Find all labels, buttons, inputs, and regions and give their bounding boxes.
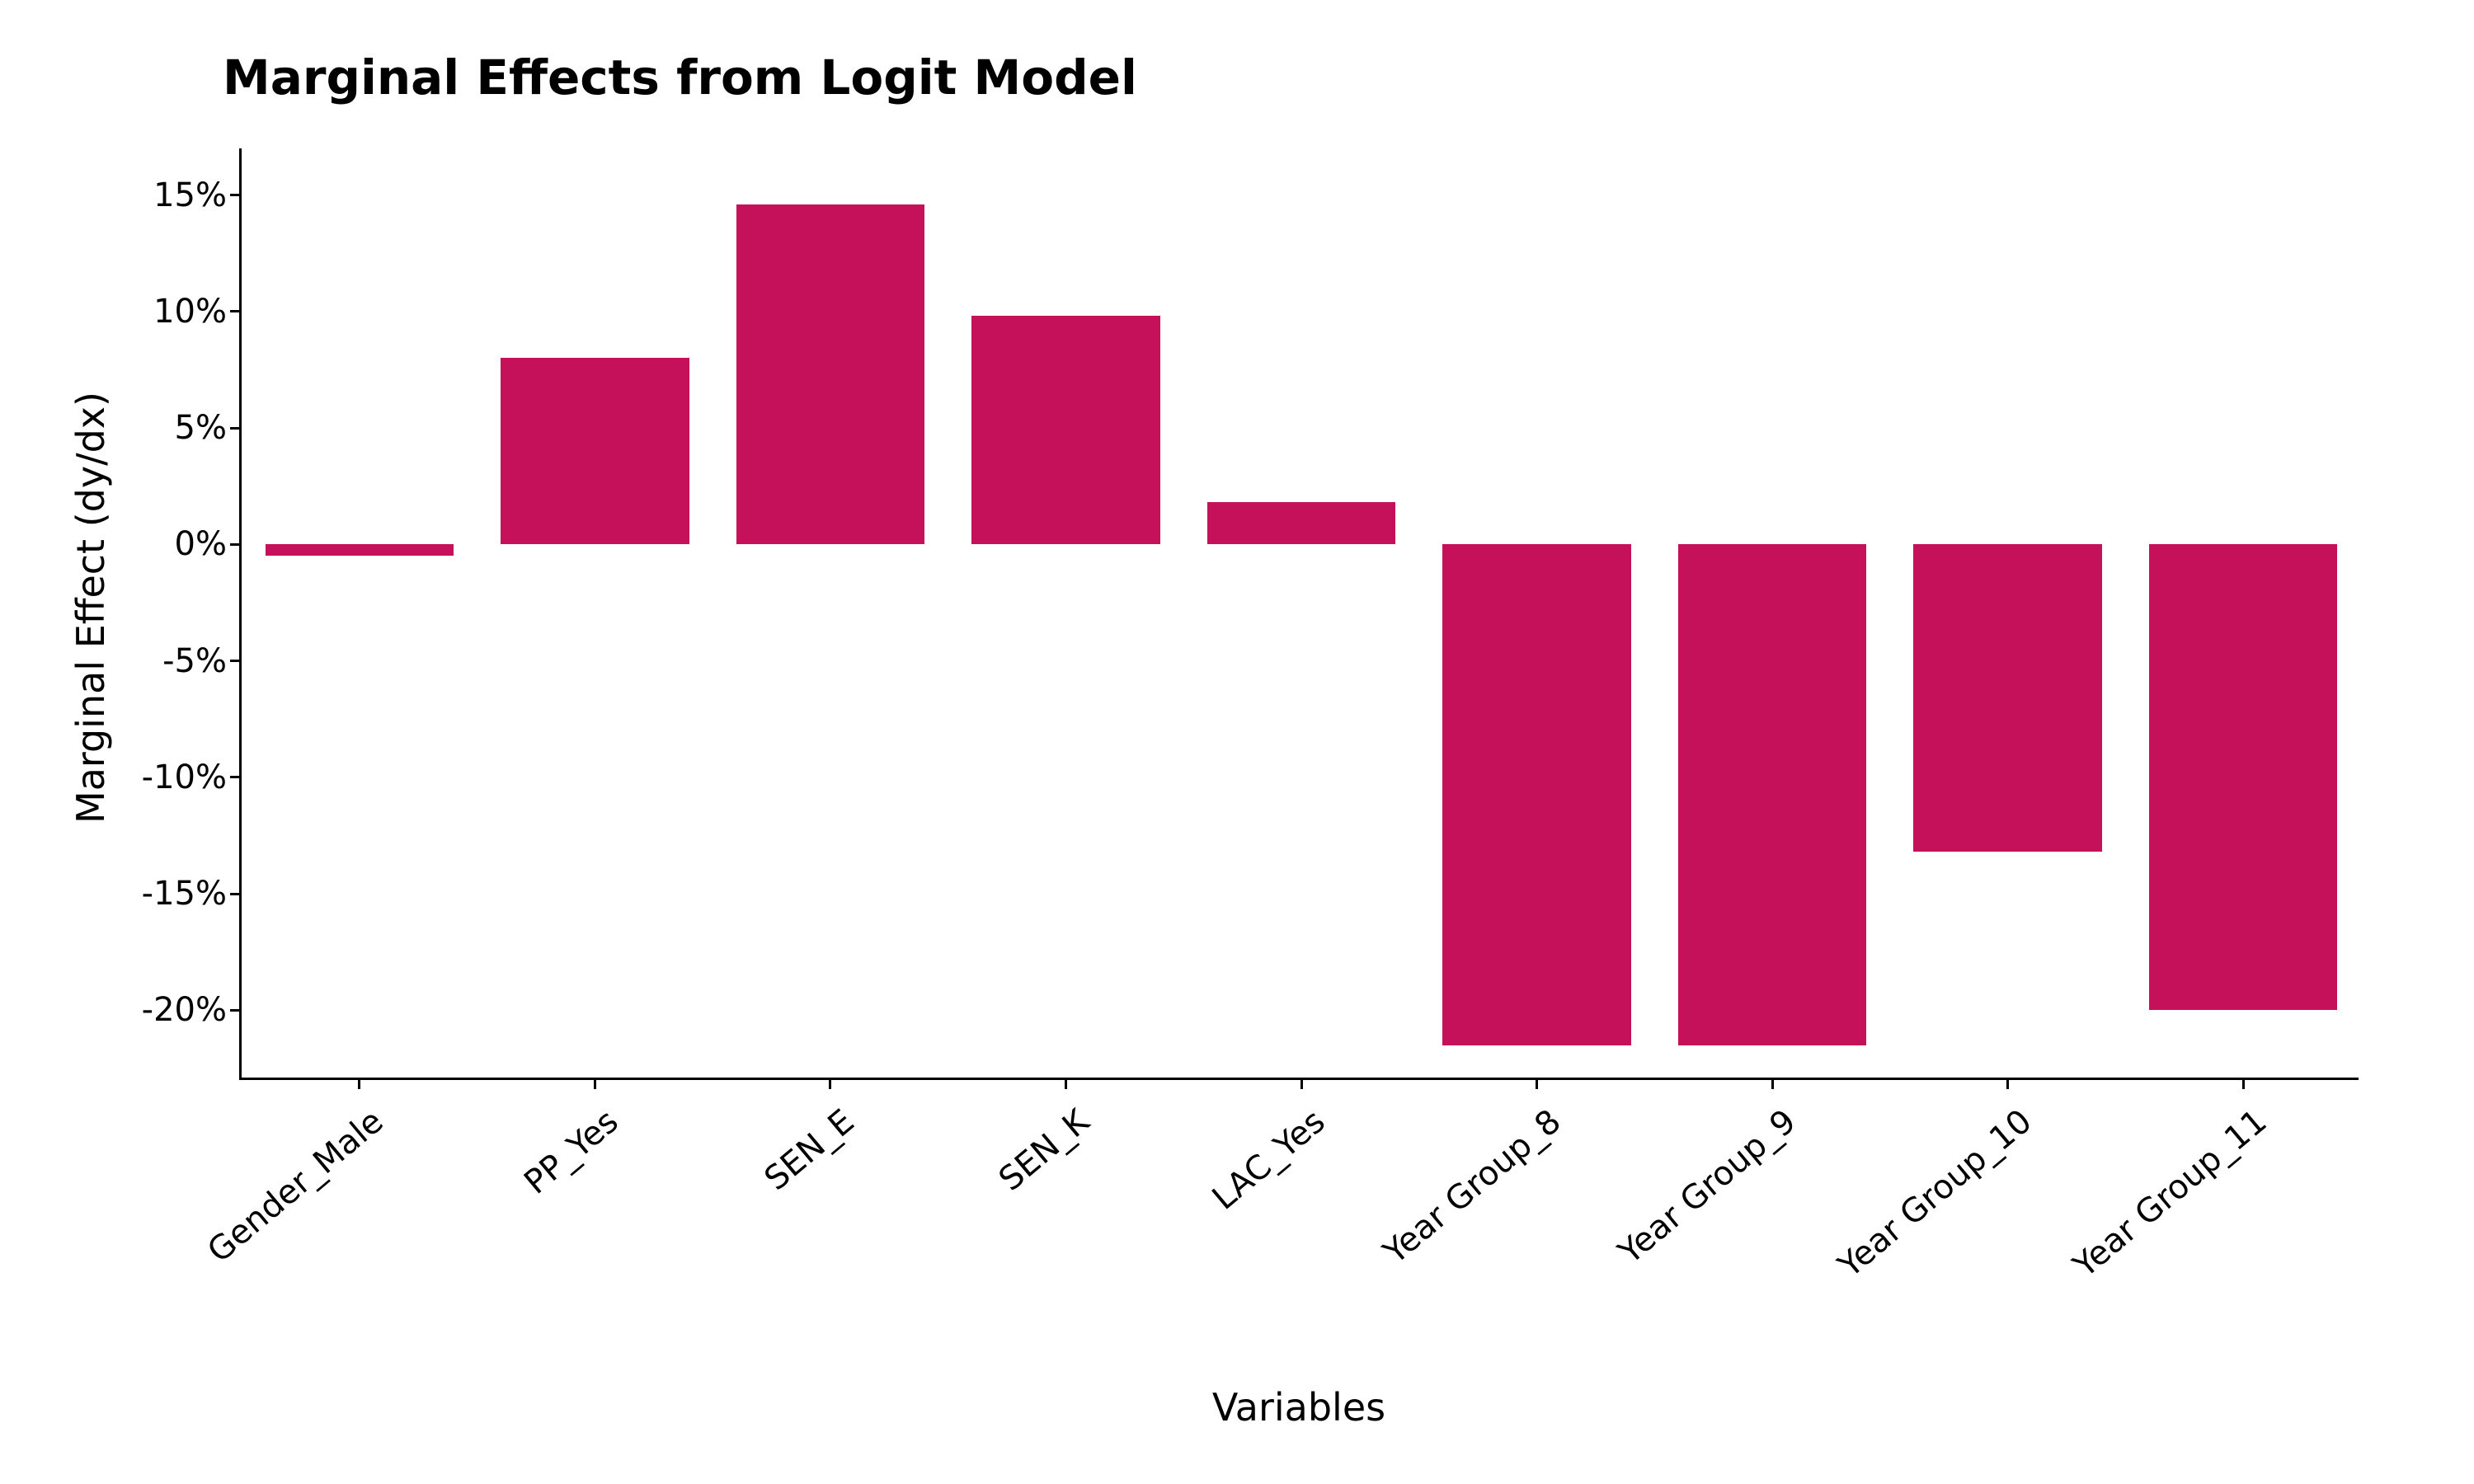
- x-tick: [1771, 1078, 1774, 1089]
- x-tick: [594, 1078, 596, 1089]
- bar: [501, 358, 689, 544]
- x-tick: [829, 1078, 831, 1089]
- x-tick-label: LAC_Yes: [1118, 1102, 1332, 1290]
- y-tick: [230, 776, 242, 778]
- y-tick: [230, 893, 242, 895]
- x-tick-label: PP_Yes: [412, 1102, 626, 1290]
- bar: [1913, 544, 2101, 852]
- y-tick-label: 5%: [175, 409, 227, 447]
- x-tick: [1536, 1078, 1538, 1089]
- x-tick: [2006, 1078, 2009, 1089]
- x-tick: [358, 1078, 360, 1089]
- y-tick-label: 0%: [175, 525, 227, 563]
- x-tick-label: Year Group_10: [1825, 1102, 2039, 1290]
- y-axis-label: Marginal Effect (dy/dx): [68, 411, 113, 824]
- x-tick: [2242, 1078, 2245, 1089]
- y-tick-label: -10%: [142, 758, 227, 796]
- bar: [1678, 544, 1866, 1045]
- bar: [736, 204, 924, 544]
- bar: [266, 544, 454, 556]
- x-tick: [1300, 1078, 1303, 1089]
- x-tick-label: SEN_K: [883, 1102, 1097, 1290]
- bar: [1442, 544, 1630, 1045]
- bar: [1207, 502, 1395, 544]
- x-tick-label: SEN_E: [647, 1102, 861, 1290]
- y-tick-label: 15%: [153, 176, 227, 214]
- y-tick: [230, 194, 242, 196]
- chart-container: Marginal Effects from Logit Model Margin…: [0, 0, 2474, 1484]
- x-tick-label: Year Group_8: [1354, 1102, 1568, 1290]
- bar: [971, 316, 1159, 544]
- x-tick-label: Year Group_11: [2060, 1102, 2274, 1290]
- y-tick-label: -15%: [142, 875, 227, 913]
- y-tick: [230, 660, 242, 662]
- y-tick-label: 10%: [153, 293, 227, 331]
- plot-area: -20%-15%-10%-5%0%5%10%15%Gender_MalePP_Y…: [239, 148, 2359, 1080]
- y-tick: [230, 543, 242, 546]
- chart-title: Marginal Effects from Logit Model: [223, 49, 1137, 106]
- x-axis-label: Variables: [1134, 1385, 1464, 1430]
- x-tick-label: Gender_Male: [176, 1102, 390, 1290]
- y-tick: [230, 1009, 242, 1012]
- y-tick-label: -5%: [162, 642, 227, 680]
- x-tick: [1065, 1078, 1067, 1089]
- y-tick: [230, 427, 242, 430]
- y-tick-label: -20%: [142, 991, 227, 1029]
- y-tick: [230, 310, 242, 312]
- x-tick-label: Year Group_9: [1589, 1102, 1803, 1290]
- bar: [2149, 544, 2337, 1010]
